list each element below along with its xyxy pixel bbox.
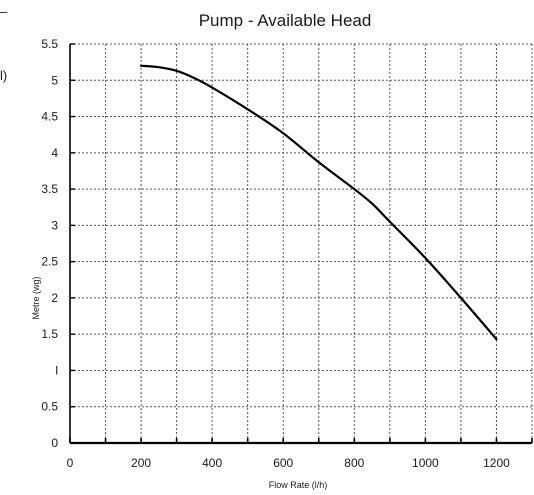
x-tick-label: 0: [67, 456, 74, 470]
grid: [70, 43, 533, 443]
y-tick-labels: 0 0.5 l 1.5 2 2.5 3 3.5 4 4.5 5 5.5: [41, 37, 58, 450]
edge-fragment-dash: –: [0, 4, 8, 19]
y-tick-label: 0.5: [41, 400, 58, 414]
y-tick-label: 3.5: [41, 182, 58, 196]
y-tick-label: 1.5: [41, 327, 58, 341]
x-tick-label: 600: [273, 456, 293, 470]
y-tick-label: 2.5: [41, 255, 58, 269]
x-tick-label: 400: [202, 456, 222, 470]
x-tick-label: 800: [344, 456, 364, 470]
edge-fragment-paren: l): [0, 68, 7, 83]
axes: [69, 43, 533, 445]
head-curve-line: [139, 64, 498, 341]
y-tick-label: 4.5: [41, 110, 58, 124]
series: [139, 64, 498, 341]
chart-title: Pump - Available Head: [199, 11, 372, 30]
x-tick-label: 1200: [483, 456, 510, 470]
y-axis-label: Metre (wg): [31, 276, 41, 319]
y-tick-label: 5.5: [41, 37, 58, 51]
x-tick-label: 200: [131, 456, 151, 470]
y-tick-label: l: [55, 363, 58, 377]
x-tick-label: 1000: [412, 456, 439, 470]
y-tick-label: 0: [51, 436, 58, 450]
y-tick-label: 5: [51, 73, 58, 87]
y-tick-label: 4: [51, 146, 58, 160]
y-tick-label: 2: [51, 291, 58, 305]
x-axis-label: Flow Rate (l/h): [269, 480, 328, 490]
y-tick-label: 3: [51, 218, 58, 232]
x-tick-labels: 0 200 400 600 800 1000 1200: [67, 456, 510, 470]
